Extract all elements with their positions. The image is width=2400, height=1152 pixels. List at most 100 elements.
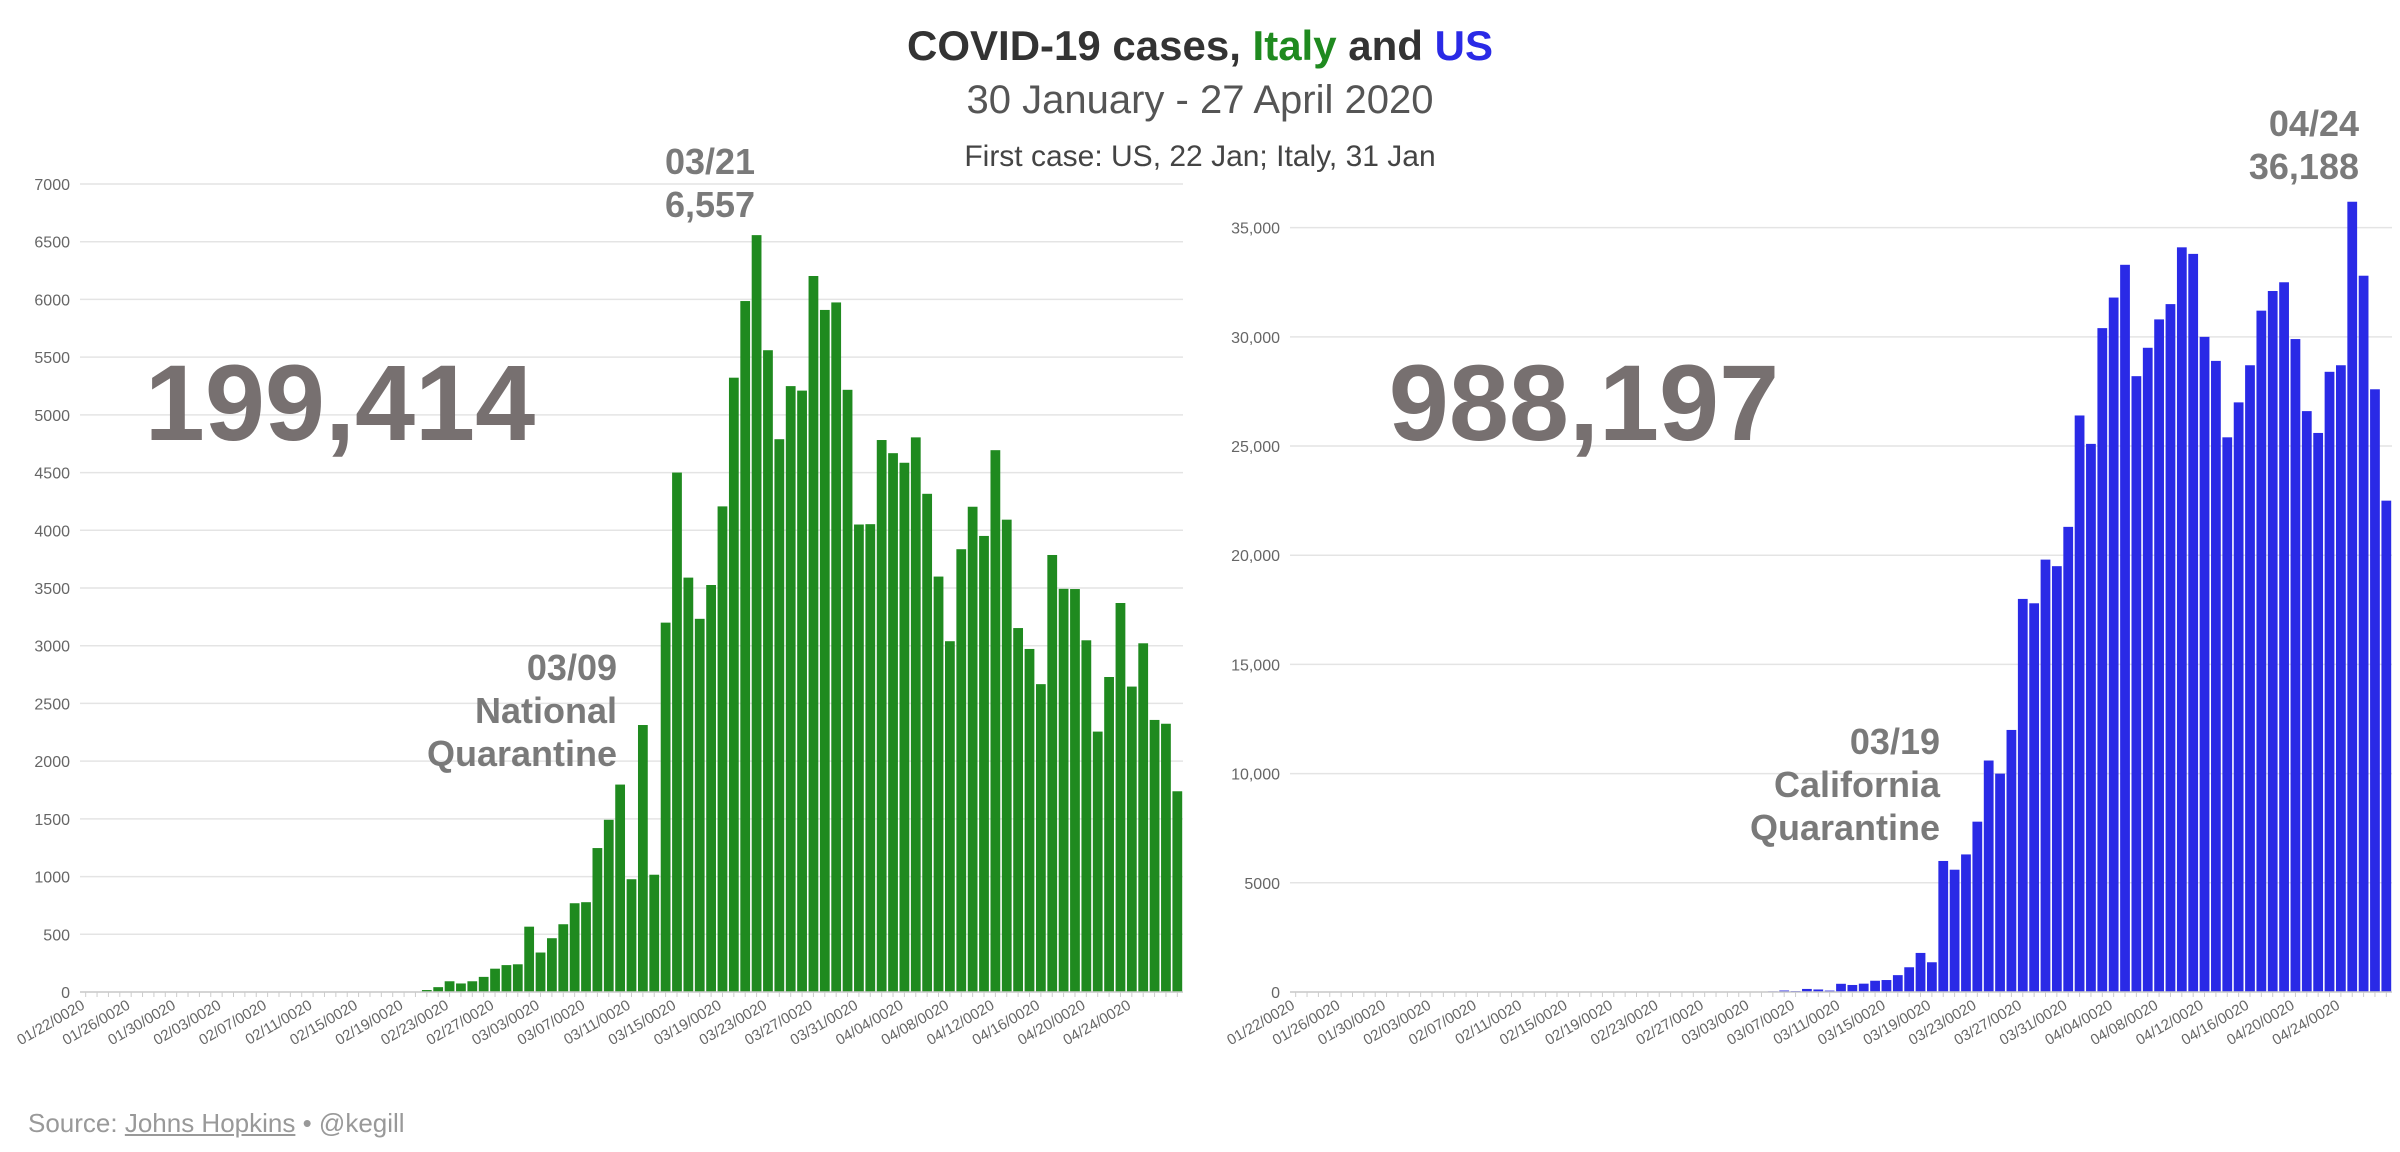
bar xyxy=(2211,360,2221,992)
bar xyxy=(1892,975,1903,992)
bar xyxy=(2006,729,2017,992)
bar xyxy=(717,506,728,992)
y-tick-label: 30,000 xyxy=(1231,330,1280,347)
bar xyxy=(1024,648,1035,992)
bar xyxy=(899,462,910,992)
bar xyxy=(433,987,444,992)
note: First case: US, 22 Jan; Italy, 31 Jan xyxy=(964,140,1436,173)
bar xyxy=(888,453,898,992)
bar xyxy=(2245,365,2255,993)
bar xyxy=(1013,628,1024,992)
y-tick-label: 25,000 xyxy=(1231,439,1280,456)
bar xyxy=(2199,336,2210,992)
bar xyxy=(785,386,796,992)
bar xyxy=(865,524,876,992)
bar xyxy=(1161,723,1171,992)
title: COVID-19 cases, Italy and US xyxy=(0,22,2400,70)
bar xyxy=(922,493,933,992)
bar xyxy=(2040,559,2051,992)
y-tick-label: 4500 xyxy=(34,466,70,483)
y-tick-label: 500 xyxy=(43,927,70,944)
bar xyxy=(592,848,603,992)
bar xyxy=(2097,328,2108,992)
bar xyxy=(524,926,535,992)
title-part: COVID-19 cases, xyxy=(907,22,1253,69)
bar xyxy=(842,389,853,992)
annotation: California xyxy=(1774,764,1941,805)
bar xyxy=(512,964,523,992)
bar xyxy=(808,275,819,992)
annotation: 6,557 xyxy=(665,184,755,225)
bar xyxy=(1047,554,1058,992)
bar xyxy=(694,618,705,992)
bar xyxy=(2165,304,2176,992)
footer: Source: Johns Hopkins • @kegill xyxy=(28,1108,405,1139)
bar xyxy=(1983,760,1994,992)
bar xyxy=(1058,588,1069,992)
bar xyxy=(854,524,864,992)
bar xyxy=(2131,376,2142,992)
bar xyxy=(740,301,751,993)
bar xyxy=(1138,643,1149,992)
bar xyxy=(547,938,557,992)
bar xyxy=(1172,791,1183,992)
y-tick-label: 7000 xyxy=(34,177,70,194)
y-tick-label: 6500 xyxy=(34,235,70,252)
y-tick-label: 4000 xyxy=(34,523,70,540)
bar xyxy=(2120,264,2130,992)
bar xyxy=(979,535,989,992)
y-tick-label: 15,000 xyxy=(1231,657,1280,674)
bar xyxy=(1035,684,1046,992)
bar xyxy=(1995,773,2005,992)
bar xyxy=(2188,253,2199,992)
bar xyxy=(2324,371,2335,992)
bar xyxy=(774,439,785,992)
bar xyxy=(2142,347,2153,992)
bar xyxy=(1915,952,1926,992)
source-suffix: • @kegill xyxy=(295,1108,405,1138)
bar xyxy=(1070,589,1080,992)
bar xyxy=(1881,980,1892,992)
bar xyxy=(797,390,807,992)
y-tick-label: 20,000 xyxy=(1231,548,1280,565)
bar xyxy=(1961,854,1971,992)
bar xyxy=(2256,310,2267,993)
bar xyxy=(1802,988,1812,992)
title-part: Italy xyxy=(1252,22,1337,69)
y-tick-label: 5500 xyxy=(34,350,70,367)
bar xyxy=(2176,247,2187,993)
bar xyxy=(967,506,978,992)
bar xyxy=(2347,201,2358,993)
bar xyxy=(444,981,455,992)
bar xyxy=(535,952,546,992)
bar xyxy=(456,983,466,992)
y-tick-label: 1000 xyxy=(34,870,70,887)
bar xyxy=(2301,411,2312,992)
bar xyxy=(933,576,944,992)
y-tick-label: 2500 xyxy=(34,696,70,713)
bar xyxy=(2086,443,2096,993)
bar xyxy=(569,903,580,992)
title-part: and xyxy=(1336,22,1435,69)
bar xyxy=(2313,432,2324,992)
bar xyxy=(637,725,648,992)
bar xyxy=(2335,365,2346,993)
bar xyxy=(2017,598,2028,992)
bar xyxy=(2267,291,2278,993)
annotation: Quarantine xyxy=(427,733,617,774)
bar xyxy=(2051,566,2062,992)
bar xyxy=(467,981,478,992)
bar xyxy=(2279,282,2289,992)
bar xyxy=(1081,640,1092,992)
total-label: 988,197 xyxy=(1389,342,1779,463)
bar xyxy=(501,965,512,992)
bar xyxy=(672,472,682,993)
source-link[interactable]: Johns Hopkins xyxy=(124,1108,296,1138)
bar xyxy=(649,874,660,992)
total-label: 199,414 xyxy=(145,342,535,463)
bar xyxy=(603,819,614,992)
bar xyxy=(1858,983,1869,992)
subtitle: 30 January - 27 April 2020 xyxy=(966,78,1434,122)
